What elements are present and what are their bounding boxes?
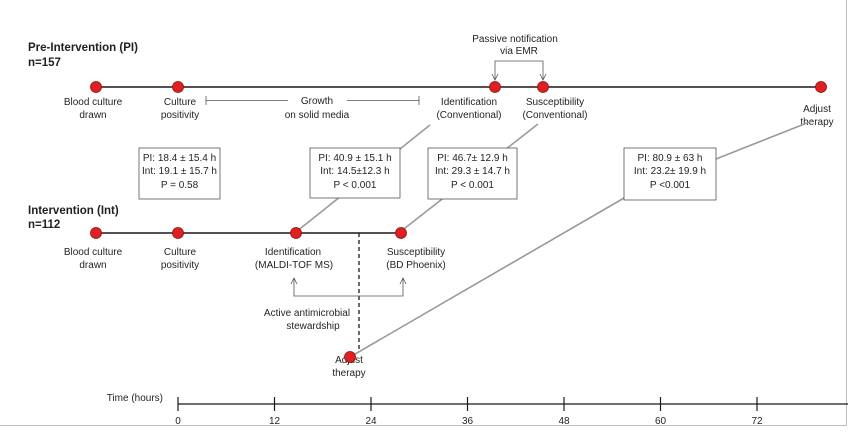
passive-arrow-left (491, 73, 499, 81)
time-axis-label: Time (hours) (107, 393, 163, 404)
int-event-susceptibility-2: (BD Phoenix) (386, 260, 445, 271)
pre-n: n=157 (28, 57, 61, 69)
pre-dot-culture-positivity (172, 81, 184, 93)
int-n: n=112 (28, 219, 60, 231)
passive-arrow-right (539, 73, 547, 81)
axis-tick-label: 72 (751, 416, 763, 427)
stewardship-arrow-right (399, 277, 407, 285)
box-pi-value: PI: 40.9 ± 15.1 h (318, 153, 391, 164)
pre-event-adjust-therapy: Adjust (803, 104, 831, 115)
passive-notification-label-2: via EMR (500, 46, 538, 57)
int-event-identification: Identification (265, 247, 321, 258)
box-int-value: Int: 23.2± 19.9 h (634, 166, 706, 177)
axis-tick-label: 36 (462, 416, 474, 427)
pre-event-blood-culture-2: drawn (79, 110, 106, 121)
stewardship-label-2: stewardship (286, 321, 340, 332)
growth-label-2: on solid media (285, 110, 350, 121)
pre-dot-susceptibility (537, 81, 549, 93)
pre-event-identification-2: (Conventional) (436, 110, 501, 121)
stat-box-identification: PI: 40.9 ± 15.1 h Int: 14.5±12.3 h P < 0… (309, 147, 401, 199)
box-pi-value: PI: 18.4 ± 15.4 h (143, 153, 216, 164)
axis-tick-label: 24 (365, 416, 377, 427)
axis-tick-label: 48 (558, 416, 570, 427)
passive-notification-bracket (494, 60, 544, 80)
pre-event-susceptibility: Susceptibility (526, 97, 584, 108)
stewardship-bracket (293, 278, 404, 297)
pre-event-susceptibility-2: (Conventional) (522, 110, 587, 121)
box-p-value: P < 0.001 (334, 180, 377, 191)
box-p-value: P < 0.001 (451, 180, 494, 191)
axis-tick-label: 0 (175, 416, 181, 427)
leader-adjust-int (349, 197, 625, 358)
box-int-value: Int: 14.5±12.3 h (320, 166, 389, 177)
box-int-value: Int: 19.1 ± 15.7 h (142, 166, 217, 177)
pre-event-culture-positivity: Culture (164, 97, 197, 108)
stat-box-adjust-therapy: PI: 80.9 ± 63 h Int: 23.2± 19.9 h P <0.0… (623, 147, 717, 201)
box-p-value: P = 0.58 (161, 180, 199, 191)
leader-adjust-pre (715, 120, 813, 160)
pre-event-culture-positivity-2: positivity (161, 110, 199, 121)
pre-event-blood-culture: Blood culture (64, 97, 123, 108)
int-event-susceptibility: Susceptibility (387, 247, 445, 258)
pre-event-adjust-therapy-2: therapy (800, 117, 833, 128)
int-dot-culture-positivity (172, 227, 184, 239)
int-event-culture-positivity: Culture (164, 247, 197, 258)
stat-box-susceptibility: PI: 46.7± 12.9 h Int: 29.3 ± 14.7 h P < … (427, 147, 518, 200)
stewardship-label: Active antimicrobial (264, 308, 350, 319)
growth-label: Growth (301, 96, 333, 107)
box-pi-value: PI: 80.9 ± 63 h (638, 153, 703, 164)
stewardship-arrow-left (290, 277, 298, 285)
time-axis-ticks: 012243648607284 (175, 397, 848, 427)
axis-tick-label: 60 (655, 416, 667, 427)
pre-event-identification: Identification (441, 97, 497, 108)
int-event-identification-2: (MALDI-TOF MS) (255, 260, 333, 271)
int-dot-blood-culture (90, 227, 102, 239)
growth-span (205, 96, 420, 105)
int-dot-identification (290, 227, 302, 239)
pre-header: Pre-Intervention (PI) (28, 42, 138, 54)
int-event-adjust-therapy-2: therapy (332, 368, 365, 379)
int-dot-susceptibility (395, 227, 407, 239)
stat-box-culture-positivity: PI: 18.4 ± 15.4 h Int: 19.1 ± 15.7 h P =… (138, 147, 221, 200)
int-dot-adjust-therapy (344, 351, 356, 363)
pre-dot-adjust-therapy (815, 81, 827, 93)
int-event-blood-culture: Blood culture (64, 247, 123, 258)
box-p-value: P <0.001 (650, 180, 691, 191)
axis-tick-label: 12 (269, 416, 281, 427)
box-pi-value: PI: 46.7± 12.9 h (437, 153, 508, 164)
box-int-value: Int: 29.3 ± 14.7 h (435, 166, 510, 177)
int-header: Intervention (Int) (28, 205, 119, 217)
passive-notification-label: Passive notification (472, 34, 558, 45)
int-event-culture-positivity-2: positivity (161, 260, 199, 271)
pre-dot-identification (489, 81, 501, 93)
int-event-blood-culture-2: drawn (79, 260, 106, 271)
pre-dot-blood-culture (90, 81, 102, 93)
